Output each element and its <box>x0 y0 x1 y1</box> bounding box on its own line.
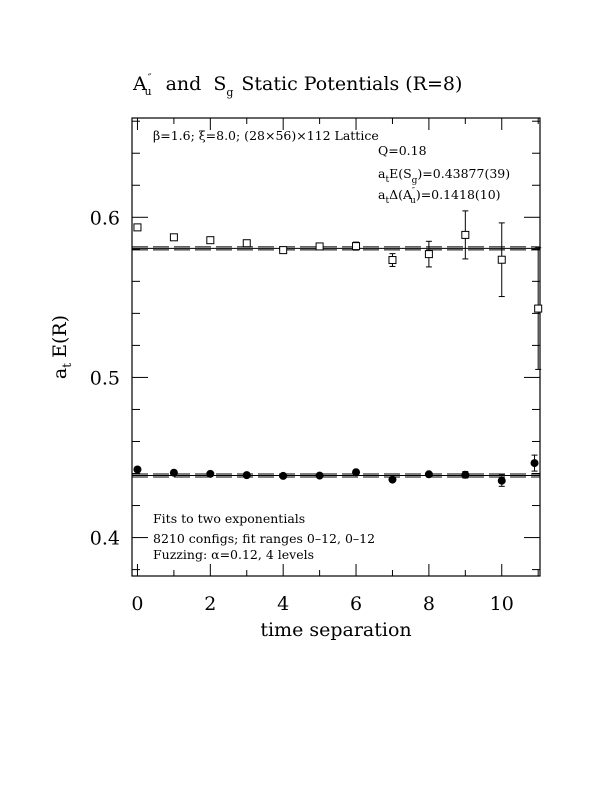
plot-frame <box>131 117 541 577</box>
data-point-square <box>315 242 324 251</box>
data-point-circle <box>242 471 251 480</box>
x-tick-label: 4 <box>277 593 289 615</box>
data-point-circle <box>530 459 539 468</box>
x-tick-label: 8 <box>423 593 435 615</box>
data-point-circle <box>424 470 433 479</box>
data-point-circle <box>133 465 142 474</box>
x-tick-label: 2 <box>204 593 216 615</box>
data-point-circle <box>206 469 215 478</box>
data-point-square <box>534 304 543 313</box>
data-point-square <box>169 233 178 242</box>
data-point-circle <box>315 471 324 480</box>
data-point-square <box>388 256 397 265</box>
fuzzing-annotation: Fuzzing: α=0.12, 4 levels <box>153 547 314 562</box>
data-point-square <box>279 246 288 255</box>
data-point-square <box>206 236 215 245</box>
y-tick-label: 0.4 <box>90 528 120 550</box>
data-point-square <box>497 255 506 264</box>
data-point-square <box>242 239 251 248</box>
q-annotation: Q=0.18 <box>378 143 427 158</box>
axis-ticks <box>132 118 540 576</box>
data-point-circle <box>169 468 178 477</box>
data-point-square <box>424 250 433 259</box>
gap-annotation: atΔ(A″ u)=0.1418(10) <box>378 186 501 206</box>
data-point-circle <box>279 471 288 480</box>
data-points <box>133 210 543 487</box>
configs-annotation: 8210 configs; fit ranges 0–12, 0–12 <box>153 531 375 546</box>
lattice-annotation: β=1.6; ξ=8.0; (28×56)×112 Lattice <box>153 128 379 143</box>
y-axis-label: atE(R) <box>49 315 74 379</box>
data-point-circle <box>461 470 470 479</box>
chart-title: A″ u and Sg Static Potentials (R=8) <box>132 73 462 99</box>
x-axis-label: time separation <box>260 619 411 641</box>
x-tick-label: 10 <box>490 593 514 615</box>
data-point-square <box>352 242 361 251</box>
data-point-circle <box>352 468 361 477</box>
data-point-square <box>133 223 142 232</box>
energy-annotation: atE(Sg)=0.43877(39) <box>378 166 510 186</box>
x-tick-label: 6 <box>350 593 362 615</box>
fits-annotation: Fits to two exponentials <box>153 511 305 526</box>
fit-lines <box>132 246 540 478</box>
x-tick-label: 0 <box>131 593 143 615</box>
y-tick-label: 0.6 <box>90 207 120 229</box>
y-tick-label: 0.5 <box>90 367 120 389</box>
data-point-circle <box>388 475 397 484</box>
data-point-circle <box>497 476 506 485</box>
data-point-square <box>461 230 470 239</box>
